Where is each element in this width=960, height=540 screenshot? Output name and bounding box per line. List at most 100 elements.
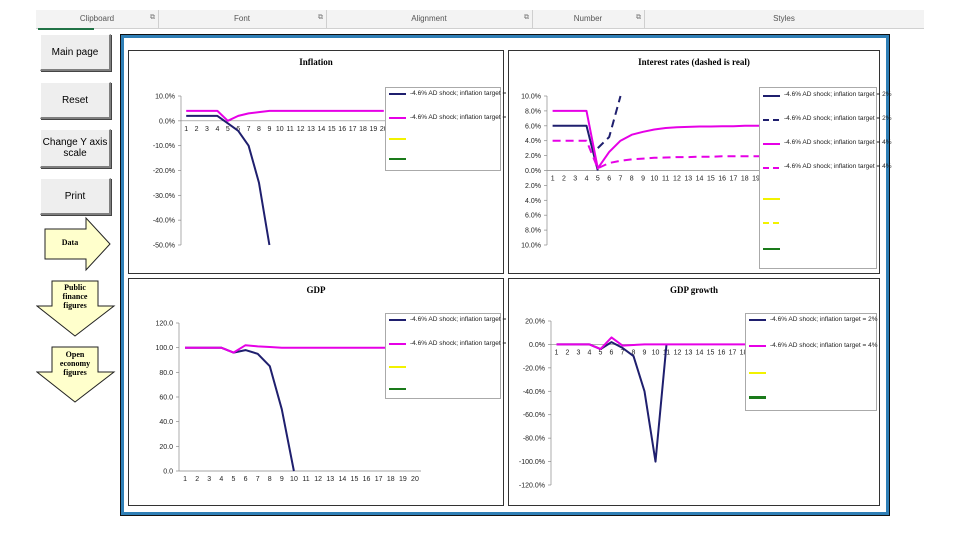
x-tick-label: 6 [244,476,248,483]
y-tick-label: 6.0% [525,213,541,220]
x-tick-label: 3 [205,126,209,133]
x-tick-label: 14 [696,176,704,183]
x-tick-label: 12 [674,349,682,356]
x-tick-label: 1 [551,176,555,183]
y-tick-label: 100.0 [155,345,173,352]
x-tick-label: 4 [219,476,223,483]
public-finance-figures-arrow-button[interactable]: Public finance figures [35,280,116,338]
legend-entry: -4.6% AD shock; inflation target = 2% [770,316,878,323]
y-tick-label: 80.0 [159,370,173,377]
ribbon-group-number: Number ⧉ [532,10,645,28]
chart-legend: -4.6% AD shock; inflation target = 2% -4… [759,87,892,269]
arrow-label: Data [61,238,79,247]
ribbon-group-label: Styles [773,14,795,23]
reset-button[interactable]: Reset [40,82,111,119]
y-tick-label: -80.0% [523,436,545,443]
gdp-chart-panel[interactable]: GDP 120.0 100.0 80.0 60.0 40.0 20.0 0.0 1 2 3 4 5 6 7… [128,278,518,506]
x-tick-label: 15 [707,176,715,183]
legend-entry: -4.6% AD shock; inflation target = 4% [410,114,518,121]
gdp-growth-chart-panel[interactable]: GDP growth 20.0% 0.0% -20.0% -40.0% -60.0% -8… [508,278,880,506]
data-arrow-button[interactable]: Data [44,216,112,272]
y-tick-label: 10.0% [155,94,175,101]
main-page-button[interactable]: Main page [40,34,111,71]
ribbon-group-label: Font [233,14,250,23]
y-tick-label: -20.0% [153,168,175,175]
x-tick-label: 10 [290,476,298,483]
y-tick-label: -100.0% [519,459,545,466]
x-tick-label: 14 [318,126,326,133]
x-tick-label: 8 [257,126,261,133]
charts-frame: Inflation 10.0% 0.0% -10.0% -20.0% -30.0% -40… [120,34,892,516]
open-economy-figures-arrow-button[interactable]: Open economy figures [35,346,116,404]
right-arrow-icon [44,216,111,272]
y-tick-label: 40.0 [159,419,173,426]
legend-entry: -4.6% AD shock; inflation target = 2% [784,115,892,122]
x-tick-label: 16 [718,176,726,183]
ribbon-group-label: Number [573,14,603,23]
x-tick-label: 11 [287,126,294,133]
x-tick-label: 13 [685,349,693,356]
print-button[interactable]: Print [40,178,111,215]
legend-swatch [763,95,780,97]
legend-swatch [389,138,406,140]
interest-rates-chart: 10.0% 8.0% 6.0% 4.0% 2.0% 0.0% 2.0% 4.0% 6.0% 8.0… [521,94,773,250]
x-tick-label: 12 [673,176,681,183]
x-tick-label: 3 [573,176,577,183]
x-tick-label: 18 [359,126,367,133]
legend-swatch [389,366,406,368]
x-tick-label: 16 [363,476,371,483]
ribbon-group-clipboard: Clipboard ⧉ [36,10,159,28]
x-tick-label: 17 [730,176,738,183]
legend-swatch [749,345,766,347]
inflation-chart: 10.0% 0.0% -10.0% -20.0% -30.0% -40.0% -50.0% 1… [153,94,389,250]
x-tick-label: 20 [411,476,419,483]
chart-title: GDP [306,285,326,295]
x-tick-label: 7 [256,476,260,483]
x-tick-label: 6 [610,349,614,356]
x-tick-label: 9 [267,126,271,133]
x-tick-label: 5 [599,349,603,356]
x-tick-label: 5 [596,176,600,183]
x-tick-label: 5 [226,126,230,133]
legend-entry: -4.6% AD shock; inflation target = 4% [784,163,892,170]
ribbon-group-font: Font ⧉ [158,10,327,28]
y-tick-label: 4.0% [525,138,541,145]
y-tick-label: 120.0 [155,321,173,328]
legend-swatch [763,143,780,145]
change-y-axis-scale-button[interactable]: Change Y axis scale [40,129,111,168]
x-tick-label: 2 [195,126,199,133]
dialog-launcher-icon[interactable]: ⧉ [524,14,529,21]
y-tick-label: 20.0 [159,444,173,451]
x-tick-label: 16 [718,349,726,356]
down-arrow-icon [35,280,116,337]
x-tick-label: 13 [684,176,692,183]
dialog-launcher-icon[interactable]: ⧉ [150,14,155,21]
x-tick-label: 11 [662,176,669,183]
chart-title: Inflation [299,57,333,67]
x-tick-label: 17 [729,349,737,356]
legend-swatch [763,198,780,200]
x-tick-label: 20 [380,126,388,133]
ribbon-group-labels: Clipboard ⧉ Font ⧉ Alignment ⧉ Number ⧉ … [36,10,924,29]
x-tick-label: 15 [351,476,359,483]
x-tick-label: 10 [652,349,660,356]
active-cell-indicator [38,28,94,30]
x-tick-label: 2 [566,349,570,356]
x-tick-label: 19 [370,126,378,133]
dialog-launcher-icon[interactable]: ⧉ [636,14,641,21]
interest-rates-chart-panel[interactable]: Interest rates (dashed is real) 10.0% 8.0… [508,50,892,274]
y-tick-label: 60.0 [159,395,173,402]
y-tick-label: 8.0% [525,108,541,115]
x-tick-label: 1 [183,476,187,483]
legend-swatch [763,248,780,250]
arrow-label: Open economy figures [59,350,91,377]
dialog-launcher-icon[interactable]: ⧉ [318,14,323,21]
series-line [552,109,768,170]
ribbon-group-label: Alignment [411,14,447,23]
chart-legend: -4.6% AD shock; inflation target = 2% -4… [745,313,878,411]
x-tick-label: 14 [696,349,704,356]
inflation-chart-panel[interactable]: Inflation 10.0% 0.0% -10.0% -20.0% -30.0% -40… [128,50,518,274]
x-tick-label: 18 [387,476,395,483]
x-tick-label: 7 [621,349,625,356]
x-tick-label: 1 [555,349,559,356]
